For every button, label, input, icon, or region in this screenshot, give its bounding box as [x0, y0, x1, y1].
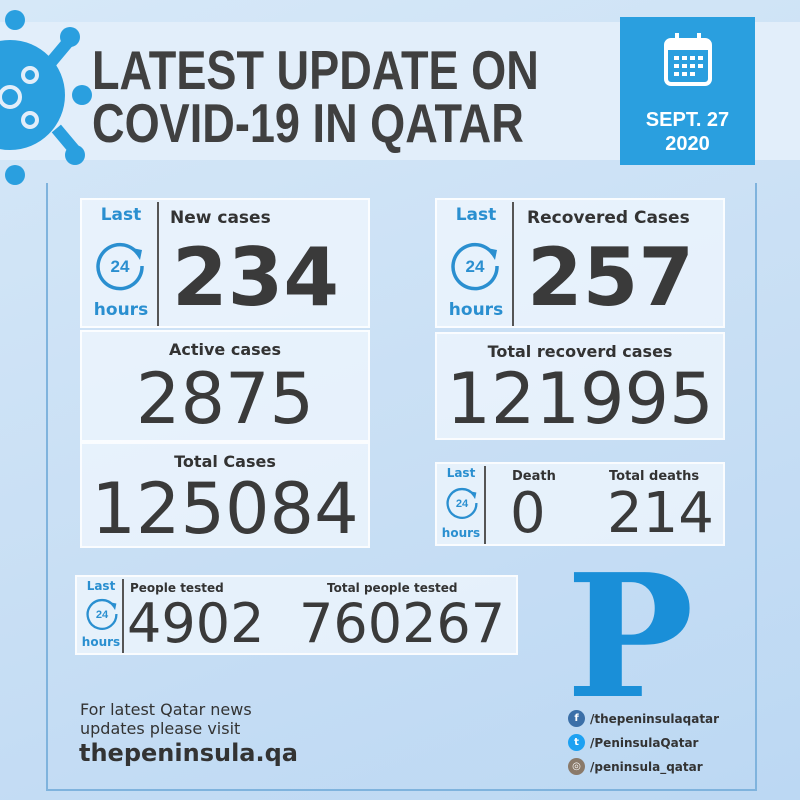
- total-cases-card: Total Cases 125084: [80, 442, 370, 548]
- footer-line-2: updates please visit: [80, 719, 241, 738]
- social-facebook[interactable]: f/thepeninsulaqatar: [568, 710, 719, 727]
- facebook-icon: f: [568, 710, 585, 727]
- last-label: Last: [446, 466, 476, 480]
- hours-label: hours: [93, 300, 149, 320]
- tested-card: Last 24 hours People tested 4902 Total p…: [75, 575, 518, 655]
- death-label: Death: [512, 469, 556, 484]
- new-cases-label: New cases: [170, 208, 271, 228]
- people-tested-value: 4902: [127, 592, 265, 655]
- divider: [157, 202, 159, 326]
- recovered-cases-card: Last 24 hours Recovered Cases 257: [435, 198, 725, 328]
- footer-line-1: For latest Qatar news: [80, 700, 252, 719]
- total-recovered-value: 121995: [446, 358, 714, 440]
- total-deaths-value: 214: [607, 481, 714, 546]
- divider: [484, 466, 486, 544]
- total-tested-label: Total people tested: [327, 581, 458, 595]
- last-label: Last: [455, 205, 497, 225]
- social-instagram[interactable]: ◎/peninsula_qatar: [568, 758, 703, 775]
- deaths-card: Last 24 hours Death 0 Total deaths 214: [435, 462, 725, 546]
- hours-label: hours: [441, 526, 481, 540]
- date-day: SEPT. 27: [645, 109, 730, 131]
- active-cases-label: Active cases: [168, 340, 282, 359]
- last-label: Last: [100, 205, 142, 225]
- twitter-icon: t: [568, 734, 585, 751]
- clock-24-icon: 24: [446, 487, 478, 519]
- virus-icon: [0, 10, 92, 185]
- recovered-cases-label: Recovered Cases: [527, 208, 690, 228]
- total-recovered-label: Total recoverd cases: [487, 342, 673, 361]
- hours-label: hours: [81, 635, 121, 649]
- clock-24-icon: 24: [451, 242, 499, 291]
- svg-text:24: 24: [466, 257, 485, 276]
- total-recovered-card: Total recoverd cases 121995: [435, 332, 725, 440]
- svg-text:24: 24: [456, 498, 469, 510]
- svg-text:24: 24: [111, 257, 130, 276]
- total-deaths-label: Total deaths: [609, 469, 700, 484]
- clock-24-icon: 24: [86, 598, 118, 630]
- active-cases-card: Active cases 2875: [80, 330, 370, 442]
- social-twitter[interactable]: t/PeninsulaQatar: [568, 734, 698, 751]
- divider: [122, 579, 124, 653]
- title-line-2: COVID-19 IN QATAR: [92, 92, 524, 154]
- divider: [512, 202, 514, 326]
- date-box: SEPT. 27 2020: [620, 17, 755, 165]
- new-cases-value: 234: [172, 231, 339, 324]
- last-label: Last: [86, 579, 116, 593]
- people-tested-label: People tested: [130, 581, 224, 595]
- total-tested-value: 760267: [299, 592, 506, 655]
- title-line-1: LATEST UPDATE ON: [92, 39, 539, 101]
- death-value: 0: [510, 481, 546, 546]
- hours-label: hours: [448, 300, 504, 320]
- recovered-cases-value: 257: [527, 231, 694, 324]
- svg-text:24: 24: [96, 609, 109, 621]
- active-cases-value: 2875: [135, 358, 315, 440]
- total-cases-value: 125084: [91, 468, 359, 550]
- peninsula-logo: P: [566, 572, 694, 702]
- content-frame: [46, 183, 757, 791]
- instagram-icon: ◎: [568, 758, 585, 775]
- website-link[interactable]: thepeninsula.qa: [79, 739, 298, 767]
- total-cases-label: Total Cases: [174, 452, 276, 471]
- date-year: 2020: [665, 133, 710, 155]
- calendar-icon: [664, 33, 712, 86]
- new-cases-card: Last 24 hours New cases 234: [80, 198, 370, 328]
- clock-24-icon: 24: [96, 242, 144, 291]
- footer-text: For latest Qatar news updates please vis…: [80, 700, 252, 738]
